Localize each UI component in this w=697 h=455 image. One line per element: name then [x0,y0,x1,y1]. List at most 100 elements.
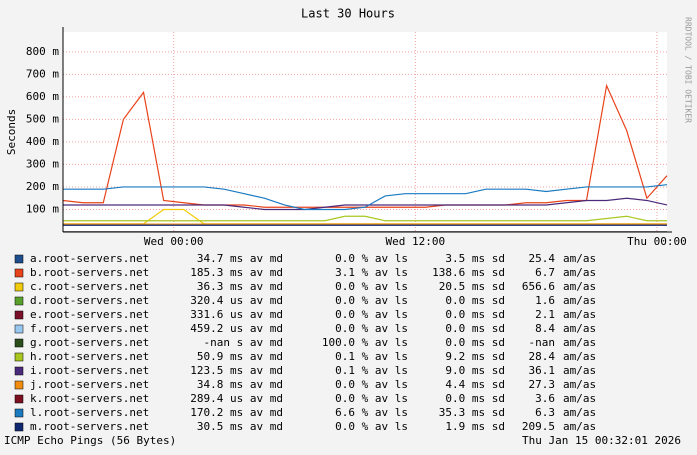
series-line [63,197,668,211]
x-tick-label: Thu 00:00 [627,235,687,248]
series-line [63,215,667,222]
legend-swatch [14,422,24,432]
y-tick-label: 500 m [26,112,59,125]
legend-swatch [14,324,24,334]
legend-stat: am/as [563,294,596,307]
legend-stat: am/as [563,420,596,433]
legend-label: i.root-servers.net [30,364,149,377]
y-tick-label: 200 m [26,180,59,193]
legend-stat: 0.1 % av ls [335,364,408,377]
legend-swatch [14,282,24,292]
legend-stat: am/as [563,252,596,265]
legend-label: b.root-servers.net [30,266,149,279]
legend-stat: 0.1 % av ls [335,350,408,363]
legend-stat: 0.0 ms sd [445,308,505,321]
y-tick-label: 100 m [26,202,59,215]
legend-label: k.root-servers.net [30,392,149,405]
legend-stat: 4.4 ms sd [445,378,505,391]
legend-stat: 459.2 us av md [190,322,283,335]
legend-stat: 0.0 ms sd [445,322,505,335]
legend-stat: am/as [563,406,596,419]
legend-stat: 138.6 ms sd [432,266,505,279]
x-tick-label: Wed 00:00 [144,235,204,248]
legend-stat: 0.0 % av ls [335,252,408,265]
legend-label: g.root-servers.net [30,336,149,349]
legend-stat: 9.2 ms sd [445,350,505,363]
legend-stat: 3.5 ms sd [445,252,505,265]
legend-swatch [14,352,24,362]
legend-stat: 0.0 ms sd [445,336,505,349]
legend-stat: 0.0 % av ls [335,322,408,335]
legend-stat: 25.4 [529,252,556,265]
legend-stat: 50.9 ms av md [197,350,283,363]
legend-stat: 30.5 ms av md [197,420,283,433]
legend-swatch [14,338,24,348]
legend-stat: 100.0 % av ls [322,336,408,349]
legend-stat: 6.6 % av ls [335,406,408,419]
legend-stat: 34.7 ms av md [197,252,283,265]
footer-right: Thu Jan 15 00:32:01 2026 [522,434,681,447]
legend-label: a.root-servers.net [30,252,149,265]
legend-stat: 0.0 ms sd [445,294,505,307]
legend-stat: 170.2 ms av md [190,406,283,419]
y-tick-label: 700 m [26,67,59,80]
legend-stat: 0.0 % av ls [335,308,408,321]
legend-stat: am/as [563,308,596,321]
legend-label: f.root-servers.net [30,322,149,335]
legend-label: l.root-servers.net [30,406,149,419]
legend-swatch [14,408,24,418]
chart-title: Last 30 Hours [301,7,395,21]
legend-stat: am/as [563,350,596,363]
legend-stat: 0.0 ms sd [445,392,505,405]
legend-label: h.root-servers.net [30,350,149,363]
legend-swatch [14,394,24,404]
legend-stat: 1.6 [535,294,555,307]
legend-stat: 36.1 [529,364,556,377]
legend-stat: 0.0 % av ls [335,420,408,433]
y-tick-label: 300 m [26,157,59,170]
y-tick-label: 800 m [26,45,59,58]
footer-left: ICMP Echo Pings (56 Bytes) [4,434,176,447]
legend-swatch [14,268,24,278]
y-tick-label: 600 m [26,90,59,103]
legend-stat: am/as [563,378,596,391]
legend-stat: 0.0 % av ls [335,294,408,307]
legend-swatch [14,296,24,306]
x-tick-label: Wed 12:00 [386,235,446,248]
legend-label: c.root-servers.net [30,280,149,293]
legend-stat: 2.1 [535,308,555,321]
legend-stat: -nan [529,336,556,349]
legend-stat: 0.0 % av ls [335,280,408,293]
legend-swatch [14,380,24,390]
legend-stat: 8.4 [535,322,555,335]
legend-stat: 656.6 [522,280,555,293]
legend-stat: 28.4 [529,350,556,363]
legend-stat: 289.4 us av md [190,392,283,405]
legend-label: e.root-servers.net [30,308,149,321]
legend-swatch [14,310,24,320]
series-line [63,184,668,211]
legend-stat: 1.9 ms sd [445,420,505,433]
legend-stat: 3.1 % av ls [335,266,408,279]
legend-stat: 0.0 % av ls [335,392,408,405]
legend-stat: 27.3 [529,378,556,391]
legend-stat: am/as [563,392,596,405]
legend-stat: am/as [563,364,596,377]
y-tick-label: 400 m [26,135,59,148]
y-axis-label: Seconds [5,109,18,155]
watermark: RRDTOOL / TOBI OETIKER [684,17,693,123]
legend-stat: -nan s av md [204,336,283,349]
legend-label: m.root-servers.net [30,420,149,433]
legend-stat: am/as [563,266,596,279]
legend-stat: 6.3 [535,406,555,419]
legend-swatch [14,366,24,376]
legend-stat: 36.3 ms av md [197,280,283,293]
legend-stat: 331.6 us av md [190,308,283,321]
legend-stat: 3.6 [535,392,555,405]
legend-stat: 6.7 [535,266,555,279]
legend-swatch [14,254,24,264]
legend-stat: 209.5 [522,420,555,433]
legend-stat: am/as [563,322,596,335]
legend-stat: 35.3 ms sd [439,406,505,419]
